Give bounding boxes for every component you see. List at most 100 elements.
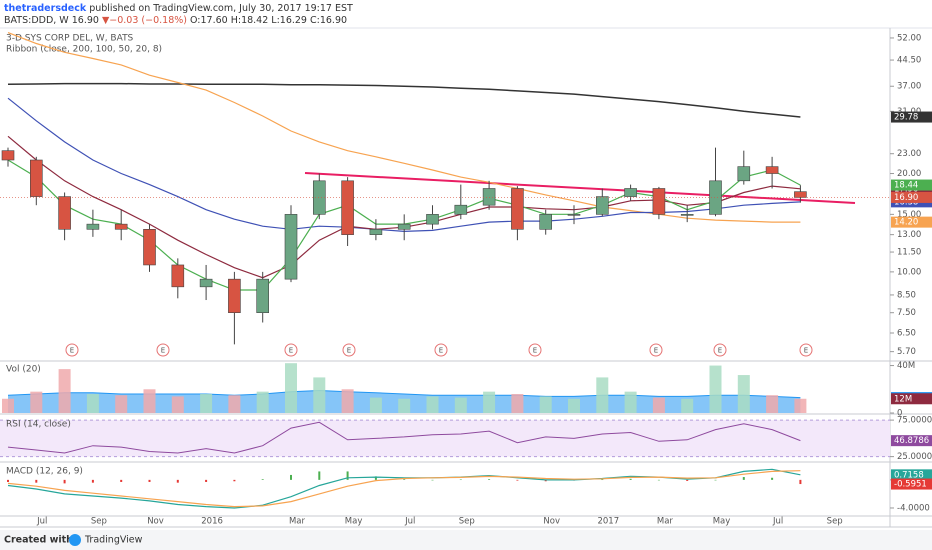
earnings-label: E xyxy=(718,347,722,355)
candle-body xyxy=(482,188,496,206)
candle-body xyxy=(86,223,100,230)
last: 16.90 xyxy=(72,15,99,26)
volume-bar xyxy=(652,397,665,413)
y-tick-label: 7.50 xyxy=(897,308,916,318)
x-tick-label: May xyxy=(345,517,363,527)
volume-bar xyxy=(115,395,128,413)
earnings-label: E xyxy=(289,347,293,355)
macd-histogram xyxy=(657,479,660,481)
y-tick-label: 8.50 xyxy=(897,290,916,300)
macd-histogram xyxy=(176,479,179,483)
y-tick-label: 23.00 xyxy=(897,149,921,159)
macd-histogram xyxy=(403,479,406,480)
volume-bar xyxy=(143,389,156,413)
value-badge-label: -0.5951 xyxy=(894,480,927,490)
candle-body xyxy=(709,180,722,215)
macd-histogram xyxy=(346,471,349,480)
brand-logo xyxy=(69,534,81,546)
value-badge xyxy=(891,478,932,490)
macd-histogram xyxy=(91,479,94,483)
volume-bar xyxy=(568,398,580,413)
earnings-marker xyxy=(342,343,356,357)
candle-body xyxy=(143,228,156,266)
y-tick-label: 5.70 xyxy=(897,347,916,357)
candle-body xyxy=(397,223,411,230)
volume-bar xyxy=(369,397,382,413)
candle-body xyxy=(652,188,666,215)
value-badge xyxy=(891,216,932,228)
x-tick-label: Sep xyxy=(459,517,475,527)
macd-histogram xyxy=(7,479,9,482)
earnings-marker xyxy=(528,343,542,357)
moving-average xyxy=(7,82,801,118)
y-tick-label: 10.00 xyxy=(897,267,921,277)
volume-bar xyxy=(313,377,326,413)
footer-bar xyxy=(0,530,932,550)
candle-body xyxy=(1,150,15,161)
macd-histogram xyxy=(686,479,689,481)
value-badge-label: 14.20 xyxy=(894,218,918,228)
value-badge-label: 18.44 xyxy=(894,181,918,191)
value-badge-label: 46.8786 xyxy=(894,436,929,446)
value-badge-label: 29.78 xyxy=(894,113,918,123)
volume-bar xyxy=(285,363,297,413)
macd-histogram xyxy=(601,479,604,481)
x-tick-label: Sep xyxy=(827,517,843,527)
value-badge xyxy=(891,111,932,123)
published: published on TradingView.com, July 30, 2… xyxy=(89,3,353,14)
value-badge-label: 12M xyxy=(894,394,912,404)
pane-title: RSI (14, close) xyxy=(6,420,71,430)
macd-histogram xyxy=(544,479,547,482)
earnings-marker xyxy=(65,343,79,357)
candle-body xyxy=(29,159,43,197)
macd-line xyxy=(7,470,801,508)
candle-body xyxy=(426,214,439,225)
candle-body xyxy=(256,278,270,313)
volume-ma xyxy=(7,389,801,399)
y-tick-label: 15.00 xyxy=(897,210,921,220)
macd-histogram xyxy=(63,479,66,484)
trend-line[interactable] xyxy=(304,172,856,204)
ohlc: O:17.60 H:18.42 L:16.29 C:16.90 xyxy=(190,15,347,26)
footer-created: Created with xyxy=(4,535,73,546)
volume-bar xyxy=(483,391,496,413)
x-tick-label: Jul xyxy=(772,517,783,527)
y-tick-label: 44.50 xyxy=(897,56,921,66)
header-line: thetradersdeck published on TradingView.… xyxy=(4,3,353,14)
earnings-marker xyxy=(799,343,813,357)
x-tick-label: Jul xyxy=(404,517,415,527)
moving-average xyxy=(7,32,801,223)
pane-title: Vol (20) xyxy=(6,365,41,375)
macd-histogram xyxy=(261,479,264,480)
volume-bar xyxy=(341,389,354,413)
y-tick-label: 11.50 xyxy=(897,248,921,258)
earnings-marker xyxy=(434,343,448,357)
macd-histogram xyxy=(318,471,321,480)
earnings-label: E xyxy=(70,347,74,355)
candle-body xyxy=(567,214,581,216)
volume-bar xyxy=(511,394,524,413)
author[interactable]: thetradersdeck xyxy=(4,3,87,14)
value-badge-label: 16.90 xyxy=(894,193,918,203)
earnings-label: E xyxy=(533,347,537,355)
x-tick-label: Sep xyxy=(91,517,107,527)
footer-brand[interactable]: TradingView xyxy=(84,535,143,546)
earnings-marker xyxy=(156,343,170,357)
candle-body xyxy=(511,188,524,230)
candle-body xyxy=(595,196,609,215)
macd-histogram xyxy=(714,479,717,481)
rsi-line xyxy=(7,421,801,454)
arrow: ▼ xyxy=(102,15,110,26)
earnings-marker xyxy=(649,343,663,357)
macd-histogram xyxy=(771,477,774,480)
macd-histogram xyxy=(374,476,377,480)
earnings-label: E xyxy=(804,347,808,355)
macd-histogram xyxy=(431,479,434,481)
candle-body xyxy=(539,214,553,230)
volume-bar xyxy=(596,377,609,413)
volume-bar xyxy=(228,395,241,413)
y-tick-label: 20.00 xyxy=(897,169,921,179)
volume-bar xyxy=(709,365,722,413)
pane-title: MACD (12, 26, 9) xyxy=(6,467,83,477)
